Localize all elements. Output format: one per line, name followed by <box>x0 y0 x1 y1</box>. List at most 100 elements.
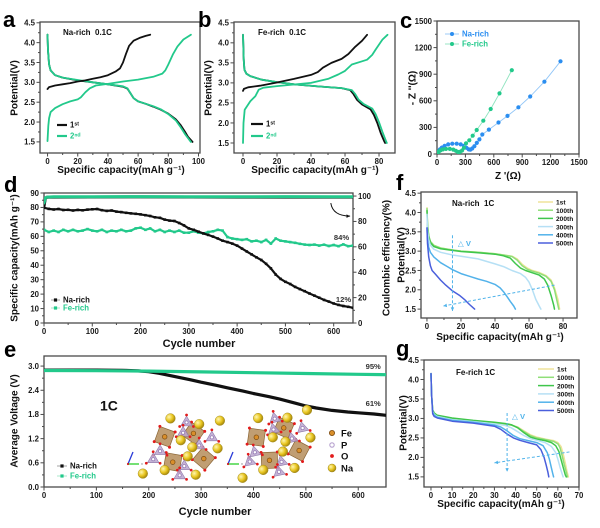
o-atom <box>267 422 271 426</box>
legend-item-300th: 300th <box>538 224 573 231</box>
na-atom <box>253 413 264 424</box>
y2-tick-label: 60 <box>358 243 367 252</box>
series-2nd-discharge <box>242 33 388 144</box>
data-point <box>47 207 51 211</box>
data-point <box>173 230 176 234</box>
legend-item-200th: 200th <box>538 383 574 390</box>
y-axis-title: Average Voltage (V) <box>10 374 21 467</box>
panel-title: Na-rich 1C <box>452 199 494 208</box>
y-tick-label: 0.0 <box>28 483 40 492</box>
o-atom <box>287 463 291 466</box>
y-tick-label: 3.5 <box>218 59 230 68</box>
plot-frame <box>39 21 201 154</box>
data-point <box>240 238 244 242</box>
series-400th <box>430 372 555 478</box>
na-atom <box>237 472 248 483</box>
y-tick-label: 3.0 <box>28 362 40 371</box>
p-atom <box>252 450 257 455</box>
x-tick-label: 500 <box>299 491 313 500</box>
o-atom <box>246 452 250 456</box>
data-point <box>463 141 469 146</box>
x-tick-label: 300 <box>182 327 196 336</box>
data-point <box>62 228 65 232</box>
data-point <box>279 239 282 242</box>
o-atom <box>168 445 172 449</box>
x-tick-label: 500 <box>279 327 293 336</box>
y-axis-title: Potential(V) <box>10 60 21 116</box>
y-tick-label: 2.0 <box>408 453 420 462</box>
data-point <box>226 235 229 239</box>
y-tick-label: 900 <box>419 70 433 79</box>
data-point <box>528 94 533 99</box>
fe-atom <box>201 456 207 462</box>
y-tick-label: 1.5 <box>408 473 420 482</box>
series-line-1st-charge <box>46 33 152 90</box>
data-point <box>346 305 350 309</box>
y-tick-label: 2.5 <box>408 434 420 443</box>
legend-label: Fe-rich <box>63 304 89 313</box>
y-tick-label: 4.5 <box>405 189 417 198</box>
legend-label: 100th <box>557 375 574 382</box>
data-point <box>317 296 321 299</box>
y-tick-label: 4.0 <box>24 38 36 47</box>
x-tick-label: 200 <box>142 491 156 500</box>
panel-title: Fe-rich 1C <box>456 368 495 377</box>
panel-title: Na-rich 0.1C <box>63 28 112 37</box>
legend-item-100th: 100th <box>538 208 573 215</box>
fe-atom-icon <box>328 429 335 436</box>
plot-area <box>46 33 194 143</box>
y-tick-label: 1.5 <box>24 138 36 147</box>
y-tick-label: 600 <box>419 97 433 106</box>
data-point <box>308 292 311 295</box>
y-tick-label: 4.5 <box>218 19 230 28</box>
y-tick-label: 2.0 <box>218 119 230 128</box>
data-point <box>91 208 94 211</box>
panel-c: c 0 300 600 900 1200 1500 0 300 600 900 1200 1500 Z '… <box>400 8 588 182</box>
data-point <box>192 228 195 232</box>
o-atom <box>301 460 305 464</box>
p-atom <box>209 435 214 440</box>
y-tick-label: 10 <box>30 304 39 313</box>
y-tick-label: 3.0 <box>218 79 230 88</box>
x-tick-label: 100 <box>86 327 100 336</box>
o-atom <box>203 429 207 433</box>
o-atom <box>245 442 249 446</box>
series-line-200th <box>430 372 568 478</box>
o-atom <box>158 424 162 428</box>
o-atom <box>165 453 169 457</box>
data-point <box>81 209 84 212</box>
atom-legend-label: O <box>341 452 348 463</box>
o-atom <box>217 440 221 443</box>
annotation-label: △ V <box>458 239 472 248</box>
legend-label: 400th <box>556 233 573 240</box>
legend-label: 500th <box>556 241 573 248</box>
y-axis-title: Potential(V) <box>204 60 215 116</box>
na-atom-icon <box>327 463 337 473</box>
data-point <box>44 206 46 209</box>
x-tick-label: 0 <box>42 491 47 500</box>
data-point <box>235 244 239 247</box>
series-line-1st-charge <box>242 33 369 92</box>
na-atom <box>289 462 300 473</box>
data-point <box>327 300 331 303</box>
p-atom <box>184 420 189 425</box>
series-200th <box>426 209 556 310</box>
o-atom <box>204 448 208 451</box>
data-point <box>279 277 282 281</box>
atom-legend-item-p: P <box>329 441 348 452</box>
data-point <box>182 224 186 227</box>
legend-label: 1ˢᵗ <box>266 120 275 129</box>
data-point <box>66 230 70 233</box>
x-tick-label: 900 <box>516 158 530 167</box>
legend-item-200th: 200th <box>538 216 573 223</box>
o-atom <box>255 462 259 466</box>
fe-atom <box>281 425 287 431</box>
x-tick-label: 0 <box>45 157 50 166</box>
y-tick-label: 3.0 <box>405 247 417 256</box>
o-atom <box>181 423 185 427</box>
data-point <box>115 210 118 213</box>
x-tick-label: 0 <box>241 157 246 166</box>
y2-axis-title: Coulombic efficiency(%) <box>382 200 393 316</box>
data-point <box>105 230 109 234</box>
legend-item-1: 1ˢᵗ <box>57 121 79 130</box>
